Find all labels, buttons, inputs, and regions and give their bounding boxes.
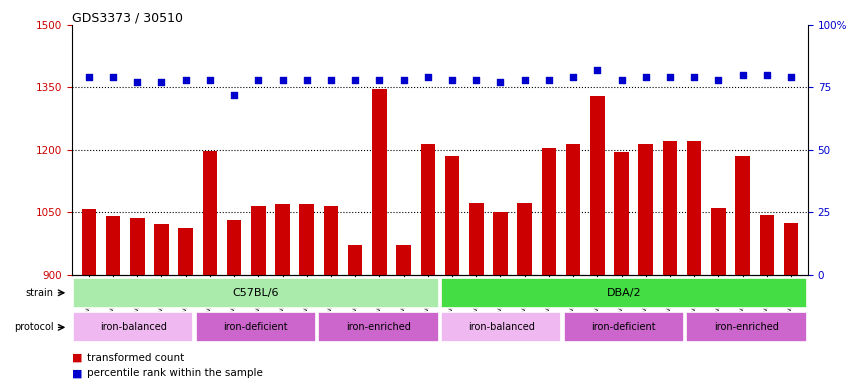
Text: percentile rank within the sample: percentile rank within the sample bbox=[87, 368, 263, 378]
Bar bbox=[372, 89, 387, 275]
Bar bbox=[420, 144, 435, 275]
Point bbox=[349, 77, 362, 83]
Bar bbox=[203, 151, 217, 275]
Bar bbox=[106, 216, 120, 275]
Text: iron-deficient: iron-deficient bbox=[223, 322, 288, 333]
Bar bbox=[469, 203, 484, 275]
Bar bbox=[563, 312, 684, 343]
Bar bbox=[445, 156, 459, 275]
Text: transformed count: transformed count bbox=[87, 353, 184, 363]
Point bbox=[687, 74, 700, 81]
Point bbox=[179, 77, 193, 83]
Point bbox=[228, 92, 241, 98]
Bar bbox=[614, 152, 629, 275]
Bar bbox=[639, 144, 653, 275]
Bar bbox=[686, 312, 807, 343]
Point bbox=[300, 77, 314, 83]
Text: iron-balanced: iron-balanced bbox=[468, 322, 535, 333]
Point bbox=[82, 74, 96, 81]
Point bbox=[542, 77, 556, 83]
Bar bbox=[227, 220, 241, 275]
Point bbox=[784, 74, 798, 81]
Point bbox=[155, 79, 168, 85]
Point bbox=[397, 77, 410, 83]
Point bbox=[639, 74, 652, 81]
Bar bbox=[783, 223, 799, 275]
Point bbox=[251, 77, 265, 83]
Bar bbox=[396, 245, 411, 275]
Bar bbox=[711, 208, 726, 275]
Point bbox=[445, 77, 459, 83]
Bar bbox=[73, 278, 439, 308]
Bar bbox=[318, 312, 439, 343]
Text: iron-enriched: iron-enriched bbox=[346, 322, 411, 333]
Bar bbox=[590, 96, 605, 275]
Point bbox=[470, 77, 483, 83]
Point bbox=[421, 74, 435, 81]
Bar bbox=[541, 148, 556, 275]
Bar bbox=[441, 278, 807, 308]
Point bbox=[663, 74, 677, 81]
Bar bbox=[251, 206, 266, 275]
Bar bbox=[275, 204, 290, 275]
Point bbox=[566, 74, 580, 81]
Point bbox=[711, 77, 725, 83]
Bar bbox=[566, 144, 580, 275]
Bar bbox=[73, 312, 194, 343]
Bar bbox=[154, 224, 168, 275]
Text: DBA/2: DBA/2 bbox=[607, 288, 641, 298]
Point bbox=[372, 77, 386, 83]
Text: GDS3373 / 30510: GDS3373 / 30510 bbox=[72, 12, 183, 25]
Point bbox=[591, 67, 604, 73]
Bar bbox=[518, 203, 532, 275]
Bar bbox=[348, 245, 362, 275]
Point bbox=[518, 77, 531, 83]
Text: ■: ■ bbox=[72, 368, 82, 378]
Point bbox=[615, 77, 629, 83]
Text: C57BL/6: C57BL/6 bbox=[233, 288, 279, 298]
Point bbox=[130, 79, 144, 85]
Bar bbox=[299, 204, 314, 275]
Bar bbox=[687, 141, 701, 275]
Text: iron-balanced: iron-balanced bbox=[100, 322, 167, 333]
Bar bbox=[81, 209, 96, 275]
Point bbox=[736, 72, 750, 78]
Text: iron-enriched: iron-enriched bbox=[714, 322, 779, 333]
Text: ■: ■ bbox=[72, 353, 82, 363]
Bar bbox=[324, 206, 338, 275]
Point bbox=[494, 79, 508, 85]
Bar bbox=[760, 215, 774, 275]
Bar bbox=[662, 141, 677, 275]
Point bbox=[203, 77, 217, 83]
Bar bbox=[179, 228, 193, 275]
Bar bbox=[195, 312, 316, 343]
Text: protocol: protocol bbox=[14, 322, 53, 333]
Bar bbox=[493, 212, 508, 275]
Bar bbox=[130, 218, 145, 275]
Point bbox=[760, 72, 773, 78]
Point bbox=[107, 74, 120, 81]
Bar bbox=[441, 312, 562, 343]
Text: strain: strain bbox=[25, 288, 53, 298]
Point bbox=[276, 77, 289, 83]
Point bbox=[324, 77, 338, 83]
Bar bbox=[735, 156, 750, 275]
Text: iron-deficient: iron-deficient bbox=[591, 322, 656, 333]
